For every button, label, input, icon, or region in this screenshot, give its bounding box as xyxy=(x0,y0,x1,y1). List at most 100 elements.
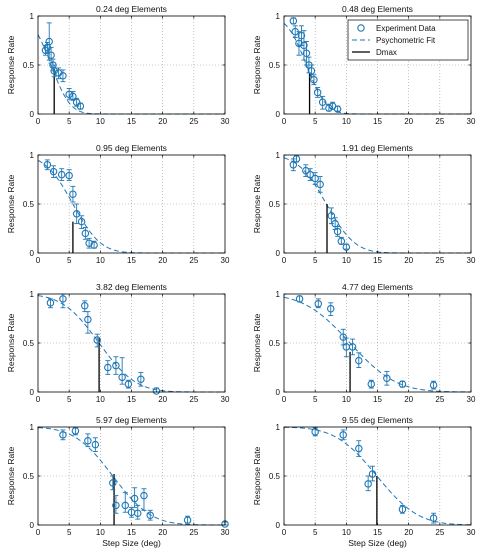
legend-label: Dmax xyxy=(376,48,397,57)
x-tick-label: 30 xyxy=(467,117,476,126)
y-tick-label: 0.5 xyxy=(23,472,35,481)
x-tick-label: 10 xyxy=(342,528,351,537)
x-tick-label: 25 xyxy=(435,117,444,126)
x-tick-label: 20 xyxy=(404,117,413,126)
y-tick-label: 0.5 xyxy=(269,200,281,209)
x-tick-label: 30 xyxy=(221,256,230,265)
subplot-title: 0.95 deg Elements xyxy=(96,143,167,153)
data-point xyxy=(339,431,347,439)
data-point xyxy=(152,387,161,395)
data-point xyxy=(130,494,139,503)
data-point xyxy=(183,516,192,524)
data-point xyxy=(297,31,306,40)
data-point xyxy=(69,92,77,101)
y-tick-label: 0 xyxy=(276,110,281,119)
x-tick-label: 20 xyxy=(158,528,167,537)
legend-label: Experiment Data xyxy=(376,24,436,33)
data-point xyxy=(59,72,67,80)
subplot-title: 4.77 deg Elements xyxy=(342,282,413,292)
x-tick-label: 15 xyxy=(127,528,136,537)
subplot-title: 0.24 deg Elements xyxy=(96,4,167,14)
data-point xyxy=(289,17,298,25)
data-point xyxy=(121,501,130,510)
y-tick-label: 0.5 xyxy=(269,472,281,481)
data-point xyxy=(311,174,319,183)
data-point xyxy=(302,49,311,57)
x-tick-label: 30 xyxy=(467,395,476,404)
x-tick-label: 15 xyxy=(373,528,382,537)
data-point xyxy=(429,514,438,522)
x-tick-label: 15 xyxy=(127,256,136,265)
y-tick-label: 1 xyxy=(30,12,35,21)
data-point xyxy=(314,300,323,308)
x-axis-label: Step Size (deg) xyxy=(102,538,161,548)
x-tick-label: 5 xyxy=(67,395,72,404)
data-point xyxy=(295,39,303,48)
x-tick-label: 25 xyxy=(435,395,444,404)
data-point xyxy=(339,333,347,341)
x-tick-label: 20 xyxy=(404,395,413,404)
x-tick-label: 10 xyxy=(342,256,351,265)
subplot-title: 5.97 deg Elements xyxy=(96,415,167,425)
y-tick-label: 1 xyxy=(276,423,281,432)
x-tick-label: 30 xyxy=(467,528,476,537)
data-point xyxy=(50,67,58,75)
data-point xyxy=(326,304,335,313)
data-point xyxy=(300,41,308,50)
y-tick-label: 0 xyxy=(276,521,281,530)
x-tick-label: 15 xyxy=(373,395,382,404)
data-point xyxy=(65,171,73,180)
x-tick-label: 20 xyxy=(404,528,413,537)
data-point xyxy=(146,511,154,519)
legend: Experiment Data Psychometric Fit Dmax xyxy=(347,19,469,61)
data-point xyxy=(325,104,333,112)
x-tick-label: 0 xyxy=(282,528,287,537)
subplot-title: 9.55 deg Elements xyxy=(342,415,413,425)
data-point xyxy=(140,491,148,500)
y-tick-label: 0 xyxy=(276,388,281,397)
x-tick-label: 5 xyxy=(313,256,318,265)
data-point xyxy=(137,375,145,384)
x-tick-label: 10 xyxy=(342,117,351,126)
subplot-6: 0 5 10 15 20 25 30 0 0.5 1 4.77 deg Elements Respon… xyxy=(252,282,476,404)
data-point xyxy=(46,299,55,307)
x-tick-label: 20 xyxy=(158,256,167,265)
x-tick-label: 0 xyxy=(36,256,41,265)
y-tick-label: 0 xyxy=(30,388,35,397)
data-point xyxy=(104,363,112,372)
data-point xyxy=(367,380,376,388)
data-point xyxy=(84,315,92,324)
legend-marker-circle xyxy=(357,24,365,32)
subplot-7: 0 5 10 15 20 25 30 0 0.5 1 5.97 deg Elements Respon… xyxy=(6,415,230,548)
x-tick-label: 30 xyxy=(221,528,230,537)
x-tick-label: 25 xyxy=(189,117,198,126)
data-point xyxy=(355,444,363,453)
data-point xyxy=(342,243,351,251)
data-point xyxy=(368,470,377,478)
y-axis-label: Response Rate xyxy=(6,446,16,505)
data-point xyxy=(313,88,322,97)
subplot-title: 0.48 deg Elements xyxy=(342,4,413,14)
data-point xyxy=(57,170,66,179)
x-tick-label: 10 xyxy=(342,395,351,404)
x-tick-label: 10 xyxy=(96,528,105,537)
y-tick-label: 0.5 xyxy=(23,200,35,209)
y-axis-label: Response Rate xyxy=(252,35,262,94)
data-point xyxy=(133,509,142,517)
y-tick-label: 0 xyxy=(30,110,35,119)
data-point xyxy=(43,161,52,169)
x-tick-label: 20 xyxy=(404,256,413,265)
subplot-4: 0 5 10 15 20 25 30 0 0.5 1 1.91 deg Elements Respon… xyxy=(252,143,476,265)
x-tick-label: 30 xyxy=(221,395,230,404)
x-tick-label: 15 xyxy=(373,117,382,126)
data-point xyxy=(398,505,407,514)
x-tick-label: 5 xyxy=(67,117,72,126)
data-point xyxy=(337,237,346,245)
x-tick-label: 15 xyxy=(373,256,382,265)
x-tick-label: 0 xyxy=(36,117,41,126)
x-tick-label: 10 xyxy=(96,256,105,265)
data-point xyxy=(81,229,90,238)
data-point xyxy=(71,427,80,435)
data-point xyxy=(348,343,357,351)
legend-label: Psychometric Fit xyxy=(376,36,436,45)
